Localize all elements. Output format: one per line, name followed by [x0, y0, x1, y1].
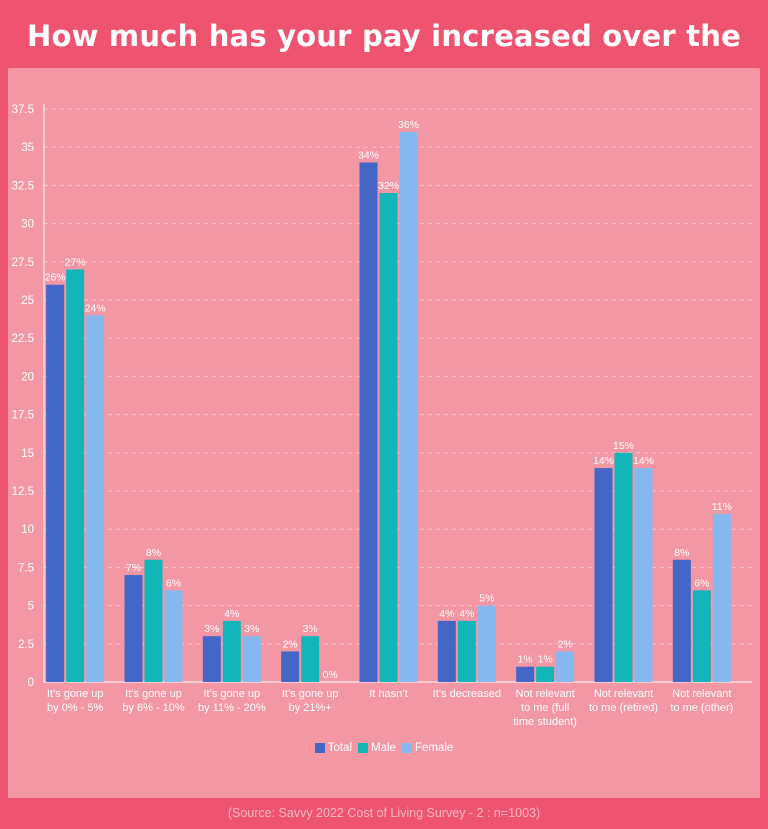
data-label: 0% — [323, 669, 338, 681]
legend-label: Female — [414, 742, 454, 754]
bar-female — [712, 513, 731, 682]
data-label: 6% — [166, 577, 181, 589]
x-category-label: by 21%+ — [289, 702, 332, 714]
y-tick-label: 32.5 — [12, 180, 34, 192]
legend-item-total[interactable]: Total — [314, 742, 352, 754]
data-label: 2% — [558, 638, 573, 650]
x-category-label: to me (retired) — [589, 702, 658, 714]
y-tick-label: 27.5 — [12, 257, 34, 269]
data-label: 36% — [398, 119, 419, 131]
data-label: 1% — [518, 654, 533, 666]
x-category-label: It’s gone up — [125, 688, 182, 700]
x-category-label: Not relevant — [672, 688, 731, 700]
x-category-label: It’s gone up — [203, 688, 260, 700]
x-category-label: It’s gone up — [47, 688, 104, 700]
bar-total — [359, 162, 378, 683]
y-tick-label: 2.5 — [18, 639, 34, 651]
bar-male — [614, 452, 633, 682]
y-tick-label: 10 — [21, 524, 34, 536]
data-label: 8% — [146, 547, 161, 559]
bar-male — [536, 666, 555, 682]
x-category-label: It’s decreased — [433, 688, 501, 700]
data-label: 27% — [65, 256, 86, 268]
bar-male — [66, 269, 85, 682]
x-category-label: to me (other) — [670, 702, 733, 714]
bar-male — [301, 636, 320, 682]
bar-total — [124, 575, 143, 682]
data-label: 32% — [378, 180, 399, 192]
bar-female — [399, 131, 418, 683]
bar-total — [437, 620, 456, 682]
data-label: 2% — [283, 638, 298, 650]
bar-male — [379, 193, 398, 683]
y-tick-label: 0 — [28, 677, 34, 689]
bar-female — [556, 651, 575, 682]
y-tick-label: 15 — [21, 448, 34, 460]
bar-total — [594, 468, 613, 682]
data-label: 5% — [479, 593, 494, 605]
y-tick-label: 35 — [21, 142, 34, 154]
bar-total — [202, 636, 221, 682]
bar-total — [516, 666, 535, 682]
data-label: 26% — [45, 272, 66, 284]
bar-female — [634, 468, 653, 682]
data-label: 8% — [674, 547, 689, 559]
data-label: 14% — [633, 455, 654, 467]
x-category-label: It hasn’t — [369, 688, 408, 700]
legend-item-male[interactable]: Male — [358, 742, 396, 754]
y-tick-label: 22.5 — [12, 333, 34, 345]
y-tick-label: 20 — [21, 371, 34, 383]
data-label: 3% — [303, 623, 318, 635]
legend-label: Total — [327, 742, 352, 754]
y-tick-label: 37.5 — [12, 104, 34, 116]
bar-female — [477, 605, 496, 682]
y-tick-label: 5 — [28, 601, 34, 613]
data-label: 4% — [224, 608, 239, 620]
bar-male — [144, 559, 163, 682]
data-label: 24% — [85, 302, 106, 314]
data-label: 14% — [593, 455, 614, 467]
legend-swatch — [358, 743, 368, 753]
y-tick-label: 12.5 — [12, 486, 34, 498]
bar-total — [672, 559, 691, 682]
x-category-label: by 11% - 20% — [198, 702, 266, 714]
data-label: 3% — [244, 623, 259, 635]
bar-male — [222, 620, 241, 682]
x-category-label: by 0% - 5% — [47, 702, 103, 714]
y-tick-label: 30 — [21, 219, 34, 231]
x-category-label: to me (full — [521, 702, 569, 714]
bar-female — [164, 590, 183, 682]
legend-item-female[interactable]: Female — [401, 742, 454, 754]
x-category-label: It’s gone up — [282, 688, 339, 700]
data-label: 15% — [613, 440, 634, 452]
data-label: 4% — [459, 608, 474, 620]
y-tick-label: 17.5 — [12, 410, 34, 422]
bar-male — [457, 620, 476, 682]
data-label: 3% — [204, 623, 219, 635]
bar-female — [242, 636, 261, 682]
data-label: 11% — [712, 501, 732, 513]
source-note: (Source: Savvy 2022 Cost of Living Surve… — [227, 806, 541, 820]
bar-female — [86, 315, 105, 682]
x-category-label: Not relevant — [594, 688, 653, 700]
legend: Total Male Female — [0, 742, 768, 756]
data-label: 1% — [538, 654, 553, 666]
legend-label: Male — [371, 742, 396, 754]
bar-total — [281, 651, 300, 682]
data-label: 6% — [694, 577, 709, 589]
bar-male — [692, 590, 711, 682]
y-tick-label: 25 — [21, 295, 34, 307]
data-label: 7% — [126, 562, 141, 574]
x-category-label: by 6% - 10% — [122, 702, 185, 714]
legend-swatch — [401, 743, 412, 753]
y-tick-label: 7.5 — [18, 562, 34, 574]
data-label: 4% — [439, 608, 454, 620]
legend-swatch — [314, 743, 325, 753]
x-category-label: time student) — [513, 716, 577, 728]
data-label: 34% — [358, 149, 379, 161]
x-category-label: Not relevant — [516, 688, 575, 700]
bar-total — [46, 284, 65, 682]
